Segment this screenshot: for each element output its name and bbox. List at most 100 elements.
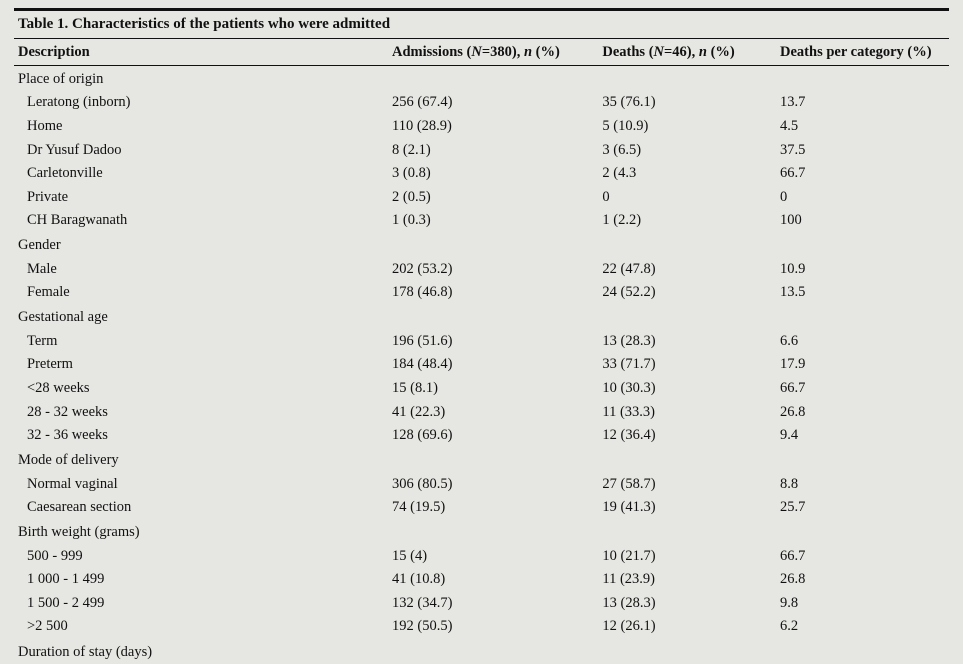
value-cell: 3 (0.8) [392, 165, 431, 182]
value-cell: 24 (52.2) [602, 284, 656, 301]
row-label: >2 500 [27, 618, 68, 635]
value-cell: 13 (28.3) [602, 594, 656, 611]
value-cell: 66.7 [780, 547, 806, 564]
table-row: 1 500 - 2 499 132 (34.7) 13 (28.3) 9.8 [14, 591, 949, 615]
table-row: Dr Yusuf Dadoo 8 (2.1) 3 (6.5) 37.5 [14, 138, 949, 162]
value-cell: 3 (6.5) [602, 141, 642, 158]
table-row: Leratong (inborn) 256 (67.4) 35 (76.1) 13.7 [14, 91, 949, 115]
value-cell: 2 (4.3 [602, 165, 637, 182]
row-label: Dr Yusuf Dadoo [27, 141, 122, 158]
group-label: Duration of stay (days) [18, 643, 153, 660]
table-title: Table 1. Characteristics of the patients… [14, 8, 949, 39]
value-cell: 19 (41.3) [602, 499, 656, 516]
table-row: Female 178 (46.8) 24 (52.2) 13.5 [14, 281, 949, 305]
group-label: Birth weight (grams) [18, 524, 140, 541]
value-cell: 15 (4) [392, 547, 428, 564]
table-row: Normal vaginal 306 (80.5) 27 (58.7) 8.8 [14, 472, 949, 496]
row-label: Leratong (inborn) [27, 94, 131, 111]
value-cell: 6.2 [780, 618, 799, 635]
value-cell: 184 (48.4) [392, 356, 453, 373]
group-label: Gender [18, 237, 61, 254]
column-header: Deaths per category (%) [776, 38, 949, 66]
table-row: Preterm 184 (48.4) 33 (71.7) 17.9 [14, 353, 949, 377]
value-cell: 66.7 [780, 165, 806, 182]
value-cell: 25.7 [780, 499, 806, 516]
value-cell: 178 (46.8) [392, 284, 453, 301]
row-label: Carletonville [27, 165, 103, 182]
table-row: <28 weeks 15 (8.1) 10 (30.3) 66.7 [14, 376, 949, 400]
table-row: 32 - 36 weeks 128 (69.6) 12 (36.4) 9.4 [14, 424, 949, 448]
value-cell: 11 (33.3) [602, 403, 655, 420]
group-header-row: Birth weight (grams) [14, 519, 949, 544]
value-cell: 41 (10.8) [392, 571, 446, 588]
table-row: Term 196 (51.6) 13 (28.3) 6.6 [14, 329, 949, 353]
value-cell: 27 (58.7) [602, 475, 656, 492]
group-header-row: Place of origin [14, 65, 949, 91]
row-label: Preterm [27, 356, 73, 373]
value-cell: 196 (51.6) [392, 332, 453, 349]
value-cell: 41 (22.3) [392, 403, 446, 420]
group-header-row: Mode of delivery [14, 447, 949, 472]
value-cell: 15 (8.1) [392, 379, 438, 396]
value-cell: 35 (76.1) [602, 94, 656, 111]
value-cell: 10.9 [780, 260, 806, 277]
value-cell: 192 (50.5) [392, 618, 453, 635]
value-cell: 11 (23.9) [602, 571, 655, 588]
group-label: Gestational age [18, 309, 108, 326]
table-row: CH Baragwanath 1 (0.3) 1 (2.2) 100 [14, 209, 949, 233]
value-cell: 100 [780, 212, 802, 229]
row-label: Home [27, 117, 63, 134]
table-row: >2 500 192 (50.5) 12 (26.1) 6.2 [14, 615, 949, 639]
row-label: Male [27, 260, 57, 277]
value-cell: 26.8 [780, 571, 806, 588]
value-cell: 66.7 [780, 379, 806, 396]
value-cell: 2 (0.5) [392, 188, 431, 205]
value-cell: 13.5 [780, 284, 806, 301]
column-header: Admissions (N=380), n (%) [388, 38, 599, 66]
value-cell: 9.4 [780, 427, 799, 444]
value-cell: 37.5 [780, 141, 806, 158]
header-row: Description Admissions (N=380), n (%) Deat… [14, 38, 949, 66]
row-label: CH Baragwanath [27, 212, 128, 229]
table-row: Male 202 (53.2) 22 (47.8) 10.9 [14, 257, 949, 281]
value-cell: 26.8 [780, 403, 806, 420]
row-label: 28 - 32 weeks [27, 403, 108, 420]
value-cell: 5 (10.9) [602, 117, 649, 134]
value-cell: 0 [780, 188, 788, 205]
value-cell: 306 (80.5) [392, 475, 453, 492]
table-row: 1 000 - 1 499 41 (10.8) 11 (23.9) 26.8 [14, 568, 949, 592]
group-label: Mode of delivery [18, 452, 119, 469]
table-row: Home 110 (28.9) 5 (10.9) 4.5 [14, 114, 949, 138]
table-row: Caesarean section 74 (19.5) 19 (41.3) 25.7 [14, 496, 949, 520]
row-label: Term [27, 332, 58, 349]
row-label: <28 weeks [27, 379, 90, 396]
table-body: Place of origin Leratong (inborn) 256 (67.… [14, 65, 949, 664]
value-cell: 1 (2.2) [602, 212, 642, 229]
value-cell: 12 (36.4) [602, 427, 656, 444]
table-row: 28 - 32 weeks 41 (22.3) 11 (33.3) 26.8 [14, 400, 949, 424]
column-header: Description [14, 38, 388, 66]
group-label: Place of origin [18, 70, 104, 87]
table-row: Carletonville 3 (0.8) 2 (4.3 66.7 [14, 162, 949, 186]
value-cell: 13 (28.3) [602, 332, 656, 349]
row-label: 32 - 36 weeks [27, 427, 108, 444]
table-row: Private 2 (0.5) 0 0 [14, 185, 949, 209]
row-label: Female [27, 284, 70, 301]
group-header-row: Gender [14, 232, 949, 257]
value-cell: 256 (67.4) [392, 94, 453, 111]
group-header-row: Gestational age [14, 304, 949, 329]
value-cell: 4.5 [780, 117, 799, 134]
row-label: 1 500 - 2 499 [27, 594, 105, 611]
row-label: 500 - 999 [27, 547, 83, 564]
value-cell: 12 (26.1) [602, 618, 656, 635]
row-label: Private [27, 188, 69, 205]
value-cell: 110 (28.9) [392, 117, 452, 134]
value-cell: 17.9 [780, 356, 806, 373]
value-cell: 13.7 [780, 94, 806, 111]
value-cell: 6.6 [780, 332, 799, 349]
value-cell: 8.8 [780, 475, 799, 492]
value-cell: 22 (47.8) [602, 260, 656, 277]
value-cell: 202 (53.2) [392, 260, 453, 277]
value-cell: 33 (71.7) [602, 356, 656, 373]
